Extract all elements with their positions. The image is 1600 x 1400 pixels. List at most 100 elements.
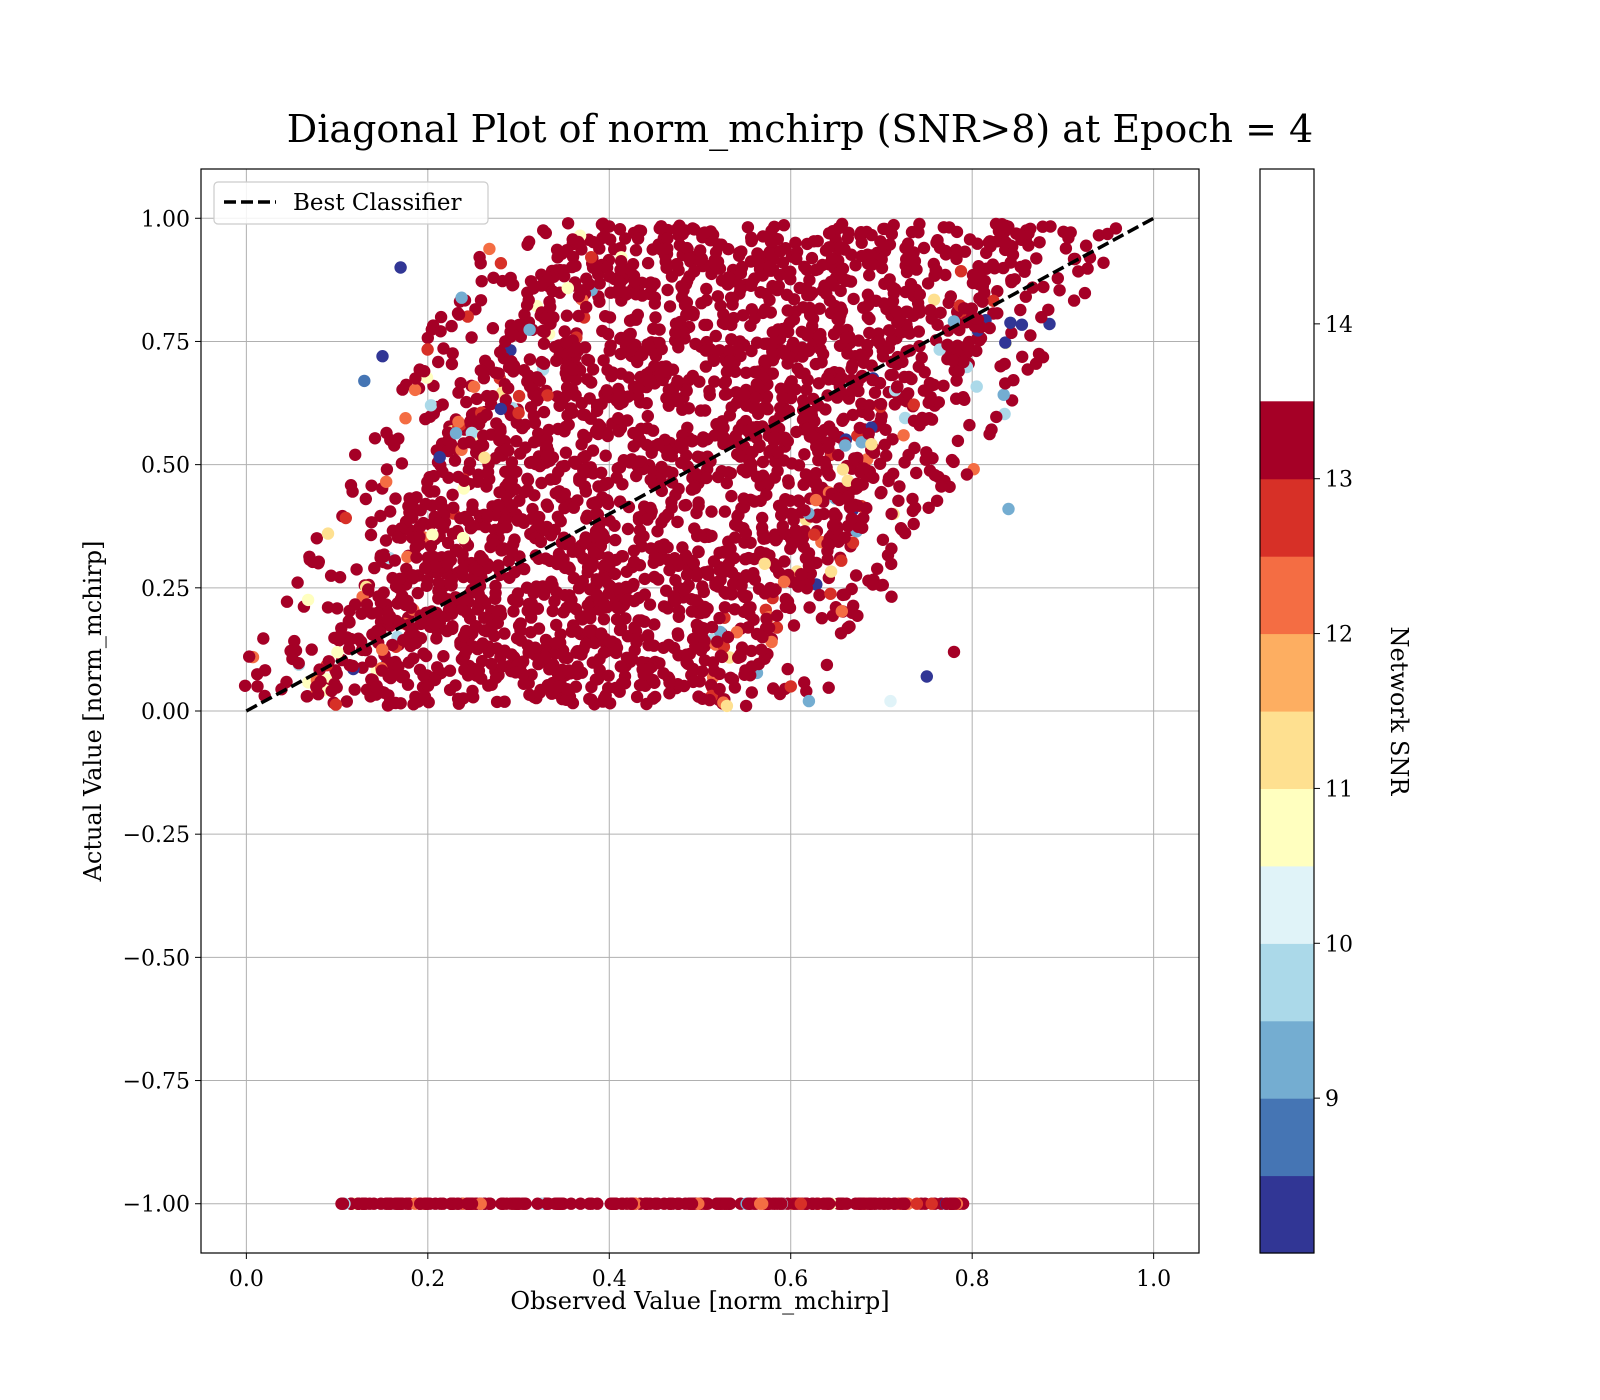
scatter-point bbox=[816, 347, 830, 361]
scatter-point bbox=[779, 242, 792, 255]
scatter-point bbox=[522, 293, 535, 307]
scatter-point bbox=[563, 589, 576, 602]
scatter-point bbox=[452, 386, 465, 399]
scatter-point bbox=[514, 447, 527, 460]
scatter-point bbox=[522, 597, 536, 611]
scatter-point bbox=[855, 249, 868, 263]
scatter-point bbox=[784, 507, 798, 520]
scatter-point bbox=[680, 241, 694, 255]
scatter-point bbox=[310, 532, 323, 545]
scatter-point bbox=[744, 536, 757, 549]
scatter-point bbox=[359, 492, 372, 506]
scatter-point bbox=[721, 630, 735, 644]
scatter-point bbox=[652, 573, 665, 586]
scatter-point bbox=[539, 650, 552, 664]
scatter-point bbox=[652, 438, 665, 451]
scatter-point bbox=[578, 408, 592, 422]
scatter-point bbox=[646, 424, 660, 437]
scatter-point bbox=[854, 348, 867, 361]
scatter-point bbox=[681, 568, 694, 581]
scatter-point bbox=[537, 337, 551, 350]
scatter-point bbox=[642, 340, 655, 353]
scatter-point bbox=[567, 363, 580, 376]
scatter-point bbox=[937, 379, 950, 392]
scatter-point bbox=[521, 483, 534, 497]
scatter-point bbox=[735, 641, 749, 654]
scatter-point bbox=[731, 342, 745, 356]
scatter-point bbox=[934, 306, 947, 319]
scatter-point bbox=[630, 690, 644, 704]
scatter-point bbox=[437, 342, 450, 355]
scatter-point bbox=[836, 463, 850, 476]
scatter-point bbox=[633, 524, 647, 537]
scatter-point bbox=[641, 409, 654, 423]
scatter-point bbox=[780, 288, 794, 301]
scatter-point bbox=[846, 358, 859, 372]
scatter-point bbox=[741, 1197, 755, 1210]
scatter-point bbox=[698, 318, 711, 332]
scatter-point bbox=[707, 354, 721, 367]
scatter-point bbox=[790, 252, 803, 266]
scatter-point bbox=[560, 309, 574, 322]
scatter-point bbox=[766, 326, 779, 339]
scatter-point bbox=[734, 650, 747, 663]
scatter-point bbox=[322, 655, 335, 668]
scatter-point bbox=[546, 604, 559, 618]
scatter-point bbox=[722, 557, 735, 570]
scatter-point bbox=[447, 501, 460, 514]
scatter-point bbox=[851, 609, 864, 622]
scatter-point bbox=[449, 427, 463, 440]
scatter-point bbox=[995, 218, 1009, 231]
scatter-point bbox=[951, 434, 965, 448]
colorbar-segment bbox=[1260, 1020, 1314, 1099]
scatter-point bbox=[670, 223, 684, 236]
scatter-point bbox=[432, 576, 445, 590]
scatter-point bbox=[1014, 303, 1027, 317]
scatter-point bbox=[657, 641, 670, 654]
scatter-point bbox=[966, 268, 980, 282]
scatter-point bbox=[798, 504, 811, 517]
scatter-point bbox=[758, 557, 771, 570]
scatter-point bbox=[346, 485, 359, 498]
scatter-point bbox=[579, 485, 593, 498]
scatter-point bbox=[1035, 311, 1048, 324]
scatter-point bbox=[888, 398, 901, 411]
scatter-point bbox=[368, 432, 382, 445]
scatter-point bbox=[336, 1197, 350, 1210]
scatter-point bbox=[400, 1197, 413, 1210]
scatter-point bbox=[827, 328, 841, 341]
scatter-point bbox=[1072, 265, 1085, 278]
scatter-point bbox=[898, 370, 911, 384]
scatter-point bbox=[781, 662, 794, 676]
scatter-point bbox=[597, 354, 610, 367]
scatter-point bbox=[930, 236, 943, 249]
scatter-point bbox=[586, 556, 599, 570]
x-tick-label: 0.8 bbox=[955, 1267, 990, 1292]
scatter-point bbox=[682, 1197, 696, 1210]
scatter-point bbox=[365, 479, 378, 492]
scatter-point bbox=[653, 336, 666, 350]
scatter-point bbox=[745, 660, 758, 673]
scatter-point bbox=[665, 495, 678, 509]
scatter-point bbox=[532, 427, 545, 440]
scatter-point bbox=[813, 588, 826, 602]
scatter-point bbox=[884, 694, 897, 708]
scatter-point bbox=[286, 652, 299, 666]
scatter-point bbox=[478, 451, 491, 464]
scatter-point bbox=[828, 507, 841, 520]
scatter-point bbox=[489, 579, 502, 593]
scatter-point bbox=[560, 683, 574, 696]
scatter-point bbox=[935, 480, 948, 493]
scatter-point bbox=[474, 294, 488, 307]
scatter-point bbox=[714, 649, 728, 662]
scatter-point bbox=[355, 607, 368, 620]
scatter-point bbox=[445, 357, 459, 371]
scatter-point bbox=[778, 431, 792, 444]
scatter-point bbox=[756, 631, 769, 644]
scatter-point bbox=[874, 397, 888, 411]
scatter-point bbox=[524, 626, 537, 639]
scatter-point bbox=[533, 686, 546, 699]
scatter-point bbox=[839, 439, 852, 452]
scatter-point bbox=[613, 387, 627, 401]
scatter-point bbox=[511, 587, 525, 600]
